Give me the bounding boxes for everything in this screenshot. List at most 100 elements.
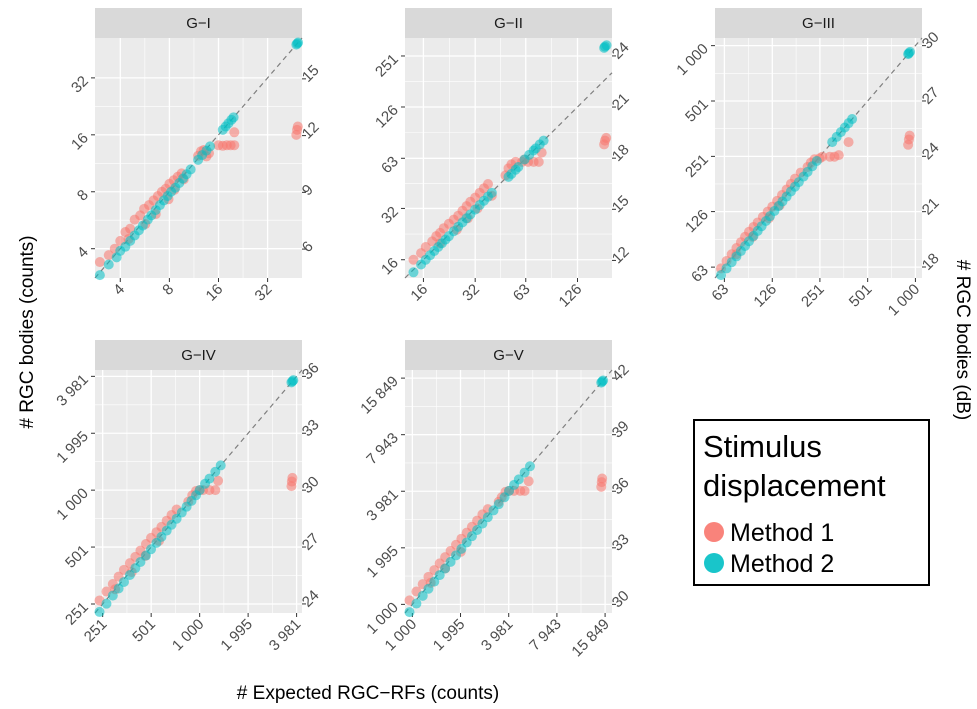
data-point (493, 499, 504, 510)
data-point (411, 598, 422, 609)
data-point (94, 257, 105, 268)
legend-box (693, 419, 930, 586)
x-tick-label: 4 (110, 281, 128, 299)
data-point (287, 472, 298, 483)
data-point (94, 270, 105, 281)
y2-tick-label: 21 (609, 90, 633, 114)
y2-tick-label: 36 (609, 474, 633, 498)
data-point (215, 460, 226, 471)
data-point (103, 259, 114, 270)
data-point (482, 512, 493, 523)
y2-tick-label: 36 (299, 359, 323, 383)
y-tick-label: 251 (682, 151, 712, 181)
data-point (404, 607, 415, 618)
data-point (408, 267, 419, 278)
y2-axis-title: # RGC bodies (dB) (952, 260, 973, 421)
legend-key-method-2 (704, 553, 724, 573)
x-axis-title: # Expected RGC−RFs (counts) (237, 683, 499, 704)
y-tick-label: 251 (62, 599, 92, 629)
data-point (417, 590, 428, 601)
data-point (210, 485, 221, 496)
y-tick-label: 15 849 (357, 373, 401, 417)
data-point (533, 156, 544, 167)
y2-tick-label: 33 (609, 531, 633, 555)
facet-strip (405, 340, 612, 370)
data-point (843, 137, 854, 148)
data-point (483, 179, 494, 190)
y-tick-label: 126 (682, 206, 712, 236)
y-tick-label: 32 (68, 73, 92, 97)
y2-tick-label: 18 (919, 250, 943, 274)
x-tick-label: 63 (708, 281, 732, 305)
facet-panel-2: G−II 16 32 63 126 16 32 63 126 251 12 15 18 21 24 (372, 8, 633, 311)
identity-reference-line (94, 37, 303, 279)
facet-strip-label: G−V (493, 347, 523, 364)
x-tick-label: 63 (510, 281, 534, 305)
data-point (811, 155, 822, 166)
facet-strip-label: G−III (802, 15, 835, 32)
y-tick-label: 4 (74, 244, 92, 262)
facet-strip (715, 8, 922, 38)
data-point (486, 187, 497, 198)
y-tick-label: 1 000 (53, 485, 92, 524)
data-point (601, 40, 612, 51)
data-point (205, 141, 216, 152)
data-point (94, 606, 105, 617)
data-point (513, 474, 524, 485)
x-tick-label: 3 981 (478, 616, 517, 655)
y-tick-label: 8 (74, 187, 92, 205)
data-point (440, 563, 451, 574)
y-tick-label: 1 000 (673, 40, 712, 79)
y-tick-label: 1 995 (53, 428, 92, 467)
data-point (601, 132, 612, 143)
facet-strip (405, 8, 612, 38)
y2-tick-label: 27 (919, 84, 943, 108)
x-tick-label: 251 (81, 616, 111, 646)
y2-tick-label: 24 (299, 587, 323, 611)
series-2 (94, 37, 304, 281)
data-point (103, 250, 114, 261)
x-tick-label: 501 (129, 616, 159, 646)
data-point (293, 37, 304, 48)
facet-strip-label: G−I (186, 15, 211, 32)
x-tick-label: 251 (798, 281, 828, 311)
data-point (905, 46, 916, 57)
identity-reference-line (714, 37, 923, 279)
data-point (513, 162, 524, 173)
y2-tick-label: 15 (609, 192, 633, 216)
data-point (445, 556, 456, 567)
data-point (229, 140, 240, 151)
y2-tick-label: 30 (299, 473, 323, 497)
x-tick-label: 1 000 (885, 281, 924, 320)
legend: Stimulus displacement Method 1 Method 2 (693, 419, 930, 586)
legend-key-method-1 (704, 522, 724, 542)
y2-tick-label: 42 (609, 361, 633, 385)
y-tick-label: 501 (62, 542, 92, 572)
x-tick-label: 126 (750, 281, 780, 311)
facet-panel-3: G−III 63 126 251 501 1 000 63 126 251 501 1 000 18 2… (673, 8, 943, 320)
data-point (833, 150, 844, 161)
data-point (538, 135, 549, 146)
y2-tick-label: 21 (919, 195, 943, 219)
legend-label-method-2: Method 2 (730, 550, 834, 578)
data-point (185, 164, 196, 175)
x-tick-label: 3 981 (266, 616, 305, 655)
x-tick-label: 32 (252, 281, 276, 305)
x-tick-label: 16 (407, 281, 431, 305)
data-point (213, 475, 224, 486)
facet-strip (95, 340, 302, 370)
data-point (204, 473, 215, 484)
y-tick-label: 501 (682, 96, 712, 126)
data-point (524, 461, 535, 472)
data-point (519, 485, 530, 496)
data-point (523, 476, 534, 487)
series-2 (404, 375, 609, 618)
x-tick-label: 1 995 (217, 616, 256, 655)
y-tick-label: 3 981 (363, 486, 402, 525)
x-tick-label: 7 943 (526, 616, 565, 655)
y-tick-label: 126 (372, 102, 402, 132)
